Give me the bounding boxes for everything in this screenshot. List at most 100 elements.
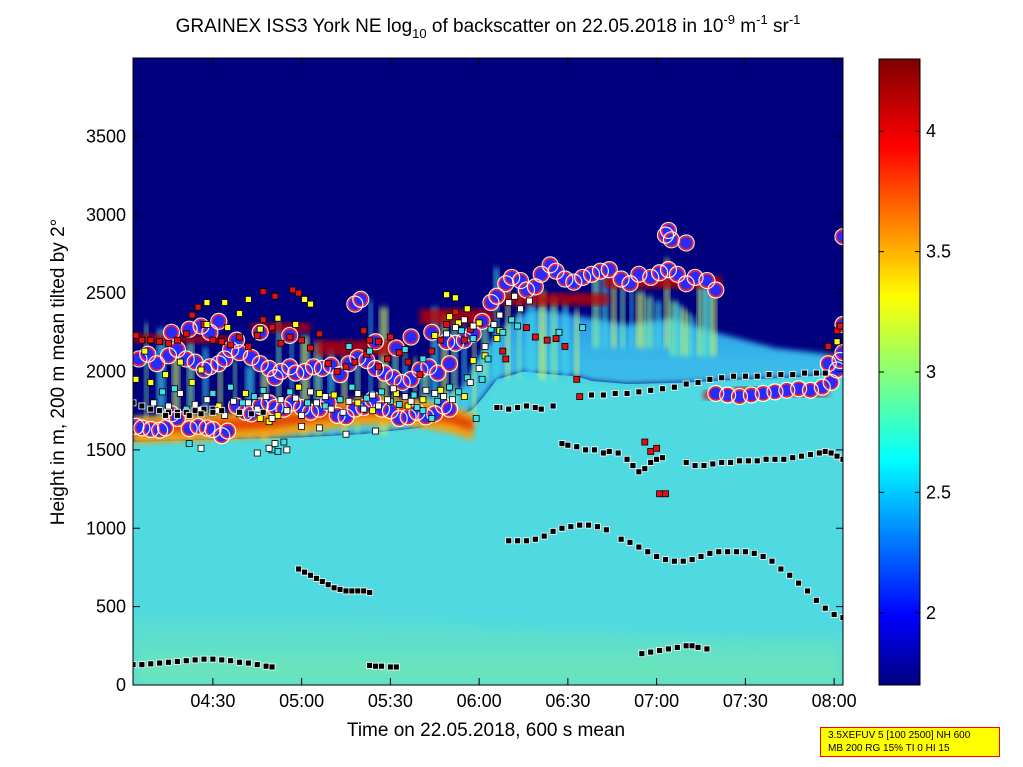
cloud-base-halo [393,373,411,392]
red-square-marker [502,355,510,363]
black-square-marker [165,658,172,666]
white-square-marker [230,397,237,405]
black-square-marker [626,538,634,546]
aerosol-plume [300,335,310,435]
red-square-marker [523,324,530,332]
black-square-marker [736,457,743,465]
cloud-base-halo [659,221,678,240]
red-square-marker [218,338,226,346]
yellow-square-marker [274,314,282,322]
aerosol-plume [289,328,294,435]
black-square-marker [549,527,557,535]
black-square-marker [523,537,530,545]
yellow-square-marker [469,357,477,364]
red-square-marker [452,308,459,316]
black-square-marker [514,537,521,545]
red-square-marker [277,339,285,347]
white-square-marker [307,388,314,396]
cloud-base-halo [402,370,420,388]
cloud-base-halo [650,264,669,282]
black-square-marker [718,374,726,382]
black-square-marker [366,662,374,669]
white-square-marker [315,424,323,432]
title-unit-2: sr [768,16,790,37]
cloud-base-halo [352,290,370,308]
cloud-base-halo [142,420,160,439]
cloud-base-marker [835,229,843,244]
title-exponent-2: -1 [756,12,768,27]
black-square-marker [573,443,581,451]
cloud-base-halo [766,383,784,401]
red-square-marker [253,332,261,339]
red-square-marker [404,358,412,366]
y-axis-label: Height in m, 200 m mean tilted by 2° [48,219,69,525]
aerosol-plume [620,282,626,348]
aerosol-plume [696,281,701,356]
cloud-base-marker [158,420,173,436]
white-square-marker [443,330,450,338]
black-square-marker [576,521,584,529]
black-square-marker [659,385,666,393]
cyan-square-marker [419,407,427,415]
black-square-marker [786,571,794,579]
black-square-marker [156,659,164,667]
cyan-square-marker [274,448,282,455]
black-square-marker [147,660,155,668]
black-square-marker [750,549,758,557]
cloud-base-halo [742,386,760,404]
cloud-base-halo [582,265,601,283]
black-square-marker [759,553,767,560]
black-square-marker [688,556,696,563]
cyan-square-marker [159,388,166,396]
yellow-square-marker [493,335,501,342]
black-square-marker [682,642,690,650]
white-square-marker [375,402,382,410]
black-square-marker [301,568,308,576]
black-square-marker [182,657,190,665]
cloud-base-halo [511,271,530,290]
yellow-square-marker [236,310,243,317]
black-square-marker [771,455,779,463]
black-square-marker [342,587,350,595]
black-square-marker [638,650,646,658]
aerosol-plume [645,296,654,348]
black-square-marker [768,557,776,565]
yellow-square-marker [203,299,211,306]
white-square-marker [253,405,261,413]
aerosol-plume [674,304,683,356]
black-square-marker [635,388,643,396]
black-square-marker [647,648,655,656]
title-exponent-3: -1 [789,12,801,27]
black-square-marker [780,455,788,463]
white-square-marker [469,322,477,330]
white-square-marker [481,343,489,350]
cloud-base-halo [656,226,675,244]
black-square-marker [821,448,829,455]
cloud-base-halo [287,364,305,382]
cloud-layer [177,335,231,344]
black-square-marker [727,459,734,466]
cloud-layer [251,322,311,333]
yellow-square-marker [176,358,184,366]
black-square-marker [694,643,702,651]
cloud-base-halo [133,350,148,368]
white-square-marker [431,390,439,397]
red-square-marker [375,363,382,371]
white-square-marker [268,415,276,422]
black-square-marker [227,657,235,665]
cloud-base-halo [719,386,737,404]
yellow-square-marker [133,375,140,383]
white-square-marker [342,430,350,438]
boundary-layer-region [133,371,843,685]
red-square-marker [236,333,243,341]
cloud-base-halo [272,362,290,381]
black-square-marker [741,548,749,556]
yellow-square-marker [307,300,314,308]
colorbar-scale [878,58,921,686]
yellow-square-marker [221,299,229,306]
red-square-marker [147,336,155,344]
yellow-square-marker [197,366,205,374]
cloud-base-halo [219,422,237,440]
black-square-marker [318,578,326,585]
black-square-marker [307,571,314,579]
